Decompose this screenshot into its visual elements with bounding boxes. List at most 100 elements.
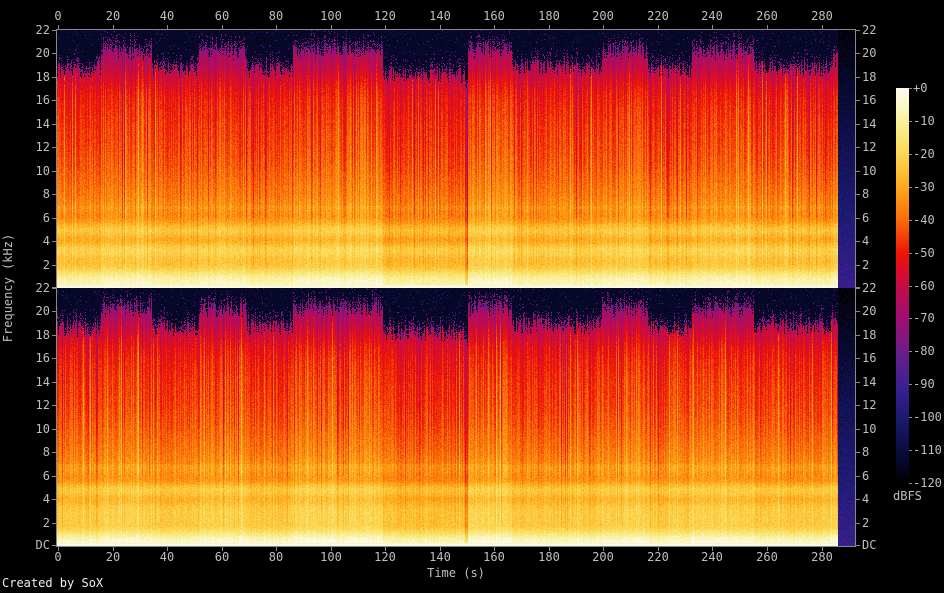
dc-tick-mark-right — [856, 287, 860, 288]
time-tick-label-bottom: 100 — [320, 550, 342, 564]
freq-tick-mark-left — [52, 77, 56, 78]
db-tick-label: -90 — [913, 377, 935, 391]
db-tick-mark — [909, 450, 912, 451]
freq-tick-label-right: 10 — [862, 422, 877, 436]
time-tick-mark-bottom — [712, 547, 713, 551]
db-tick-mark — [909, 351, 912, 352]
db-tick-mark — [909, 384, 912, 385]
freq-tick-mark-right — [856, 288, 860, 289]
time-tick-mark-bottom — [603, 547, 604, 551]
spectrogram-channel-right — [57, 288, 855, 546]
time-tick-mark-bottom — [113, 547, 114, 551]
freq-tick-mark-right — [856, 147, 860, 148]
freq-tick-label-right: 12 — [862, 140, 877, 154]
freq-tick-label-right: 8 — [862, 445, 870, 459]
freq-tick-mark-right — [856, 523, 860, 524]
freq-tick-mark-right — [856, 100, 860, 101]
freq-tick-label-left: 18 — [35, 70, 50, 84]
time-tick-mark-bottom — [331, 547, 332, 551]
freq-tick-label-right: 14 — [862, 117, 877, 131]
freq-tick-mark-left — [52, 147, 56, 148]
freq-tick-label-left: 14 — [35, 117, 50, 131]
time-tick-mark-bottom — [494, 547, 495, 551]
time-tick-mark-bottom — [658, 547, 659, 551]
freq-tick-label-right: 6 — [862, 469, 870, 483]
freq-tick-mark-left — [52, 499, 56, 500]
time-tick-mark-top — [385, 25, 386, 29]
time-tick-mark-top — [58, 25, 59, 29]
dc-tick-mark-left — [52, 287, 56, 288]
freq-tick-label-right: 20 — [862, 46, 877, 60]
freq-tick-mark-left — [52, 405, 56, 406]
freq-tick-mark-left — [52, 358, 56, 359]
freq-tick-mark-left — [52, 171, 56, 172]
freq-tick-mark-right — [856, 429, 860, 430]
freq-tick-label-right: 10 — [862, 164, 877, 178]
db-tick-mark — [909, 253, 912, 254]
time-tick-label-top: 80 — [268, 9, 284, 23]
time-tick-label-top: 160 — [483, 9, 505, 23]
time-tick-label-bottom: 160 — [483, 550, 505, 564]
freq-tick-label-right: 18 — [862, 328, 877, 342]
time-tick-label-top: 280 — [811, 9, 833, 23]
time-tick-mark-top — [822, 25, 823, 29]
db-tick-mark — [909, 220, 912, 221]
plot-frame-right — [855, 29, 856, 547]
time-tick-mark-bottom — [385, 547, 386, 551]
freq-tick-label-right: 14 — [862, 375, 877, 389]
db-tick-label: +0 — [913, 81, 928, 95]
time-tick-mark-top — [549, 25, 550, 29]
freq-tick-mark-left — [52, 335, 56, 336]
freq-tick-label-left: 14 — [35, 375, 50, 389]
time-tick-mark-bottom — [822, 547, 823, 551]
time-tick-label-bottom: 220 — [647, 550, 669, 564]
time-tick-mark-top — [276, 25, 277, 29]
time-tick-mark-top — [440, 25, 441, 29]
time-tick-label-top: 0 — [54, 9, 62, 23]
freq-tick-mark-right — [856, 194, 860, 195]
db-tick-label: -60 — [913, 279, 935, 293]
freq-tick-label-right: 2 — [862, 258, 870, 272]
time-tick-label-top: 100 — [320, 9, 342, 23]
db-tick-mark — [909, 121, 912, 122]
freq-tick-mark-left — [52, 218, 56, 219]
db-tick-label: -10 — [913, 114, 935, 128]
freq-tick-label-left: 6 — [42, 469, 50, 483]
plot-frame-top — [56, 29, 856, 30]
time-tick-label-bottom: 280 — [811, 550, 833, 564]
colorbar-title: dBFS — [893, 489, 922, 503]
freq-tick-label-left: 12 — [35, 140, 50, 154]
time-tick-mark-bottom — [222, 547, 223, 551]
freq-tick-mark-left — [52, 100, 56, 101]
freq-tick-label-right: 16 — [862, 351, 877, 365]
time-tick-mark-top — [167, 25, 168, 29]
time-tick-mark-top — [767, 25, 768, 29]
db-tick-label: -110 — [913, 443, 942, 457]
time-tick-label-top: 140 — [429, 9, 451, 23]
time-tick-label-bottom: 40 — [159, 550, 175, 564]
freq-tick-mark-left — [52, 288, 56, 289]
db-tick-label: -40 — [913, 213, 935, 227]
db-tick-mark — [909, 154, 912, 155]
db-tick-mark — [909, 187, 912, 188]
db-tick-label: -80 — [913, 344, 935, 358]
freq-tick-mark-right — [856, 382, 860, 383]
freq-tick-label-left: 8 — [42, 187, 50, 201]
freq-tick-mark-right — [856, 335, 860, 336]
time-tick-label-bottom: 80 — [268, 550, 284, 564]
freq-tick-label-right: 4 — [862, 234, 870, 248]
freq-tick-label-right: 4 — [862, 492, 870, 506]
time-tick-mark-top — [222, 25, 223, 29]
freq-tick-label-left: 22 — [35, 23, 50, 37]
freq-tick-label-left: 4 — [42, 234, 50, 248]
freq-tick-mark-right — [856, 124, 860, 125]
freq-tick-label-right: 16 — [862, 93, 877, 107]
time-tick-mark-top — [331, 25, 332, 29]
freq-tick-label-right: 22 — [862, 23, 877, 37]
plot-frame-left — [56, 29, 57, 547]
freq-tick-mark-left — [52, 124, 56, 125]
freq-tick-mark-right — [856, 358, 860, 359]
time-axis-title: Time (s) — [427, 566, 485, 580]
freq-tick-mark-left — [52, 265, 56, 266]
